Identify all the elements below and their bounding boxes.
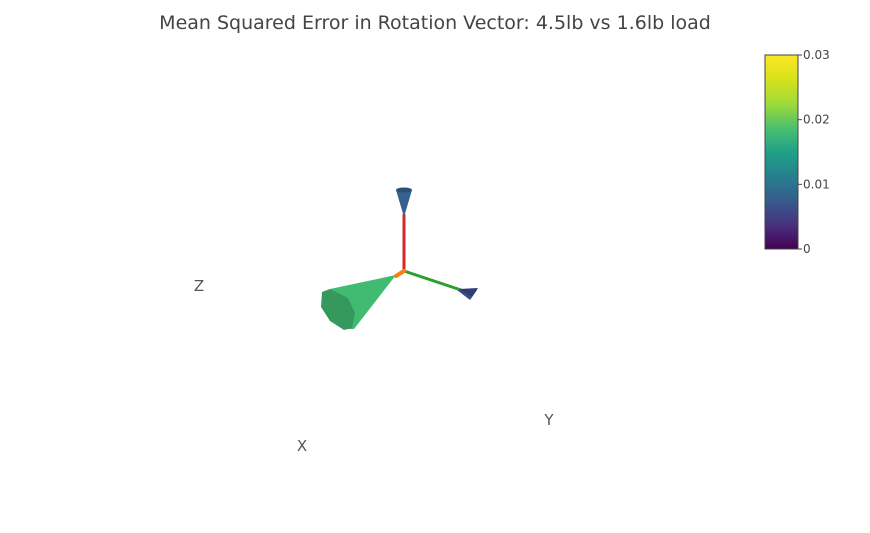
colorbar-tick-label: 0.01 <box>803 177 830 191</box>
colorbar: 0 0.01 0.02 0.03 <box>764 48 830 256</box>
chart-title: Mean Squared Error in Rotation Vector: 4… <box>159 12 711 34</box>
cone-z-body[interactable] <box>396 190 412 217</box>
colorbar-ticks: 0 0.01 0.02 0.03 <box>798 48 830 256</box>
scene-3d[interactable]: Z X Y <box>194 187 555 456</box>
colorbar-tick-label: 0.02 <box>803 113 830 127</box>
cone-x[interactable] <box>321 275 396 330</box>
cone-z-base[interactable] <box>396 187 412 193</box>
axis-label-z: Z <box>194 277 204 295</box>
cone-y[interactable] <box>457 288 478 300</box>
x-axis-line <box>394 269 406 278</box>
cone-x-base[interactable] <box>321 289 355 330</box>
colorbar-gradient <box>764 54 799 250</box>
axis-label-y: Y <box>543 411 554 429</box>
colorbar-tick-label: 0.03 <box>803 48 830 62</box>
y-axis-line <box>402 269 463 292</box>
colorbar-tick-label: 0 <box>803 242 811 256</box>
cone-z[interactable] <box>396 187 412 218</box>
cone-y-base[interactable] <box>459 288 478 297</box>
axis-label-x: X <box>297 437 307 455</box>
